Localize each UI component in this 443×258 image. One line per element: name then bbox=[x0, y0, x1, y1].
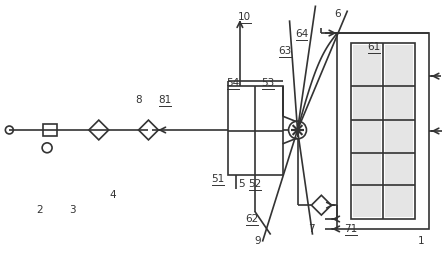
Bar bbox=[385, 45, 413, 217]
Text: 3: 3 bbox=[70, 205, 76, 215]
Text: 62: 62 bbox=[245, 214, 258, 224]
Text: 64: 64 bbox=[295, 29, 308, 39]
Text: 53: 53 bbox=[261, 78, 274, 88]
Text: 63: 63 bbox=[278, 46, 291, 56]
Text: 52: 52 bbox=[248, 179, 261, 189]
Text: 81: 81 bbox=[159, 95, 172, 105]
Text: 8: 8 bbox=[135, 95, 142, 105]
Text: 71: 71 bbox=[345, 224, 358, 234]
Text: 1: 1 bbox=[417, 236, 424, 246]
Text: 9: 9 bbox=[254, 236, 261, 246]
Bar bbox=[337, 33, 429, 229]
Text: 4: 4 bbox=[109, 190, 116, 200]
Bar bbox=[351, 43, 415, 219]
Text: 10: 10 bbox=[238, 12, 252, 22]
Bar bbox=[43, 124, 57, 136]
Text: 54: 54 bbox=[226, 78, 240, 88]
Text: 51: 51 bbox=[211, 174, 225, 184]
Text: 6: 6 bbox=[334, 9, 341, 19]
Text: 2: 2 bbox=[36, 205, 43, 215]
Text: 5: 5 bbox=[239, 179, 245, 189]
Bar bbox=[353, 45, 381, 217]
Bar bbox=[228, 86, 283, 175]
Text: 61: 61 bbox=[367, 42, 381, 52]
Text: 7: 7 bbox=[308, 224, 315, 234]
